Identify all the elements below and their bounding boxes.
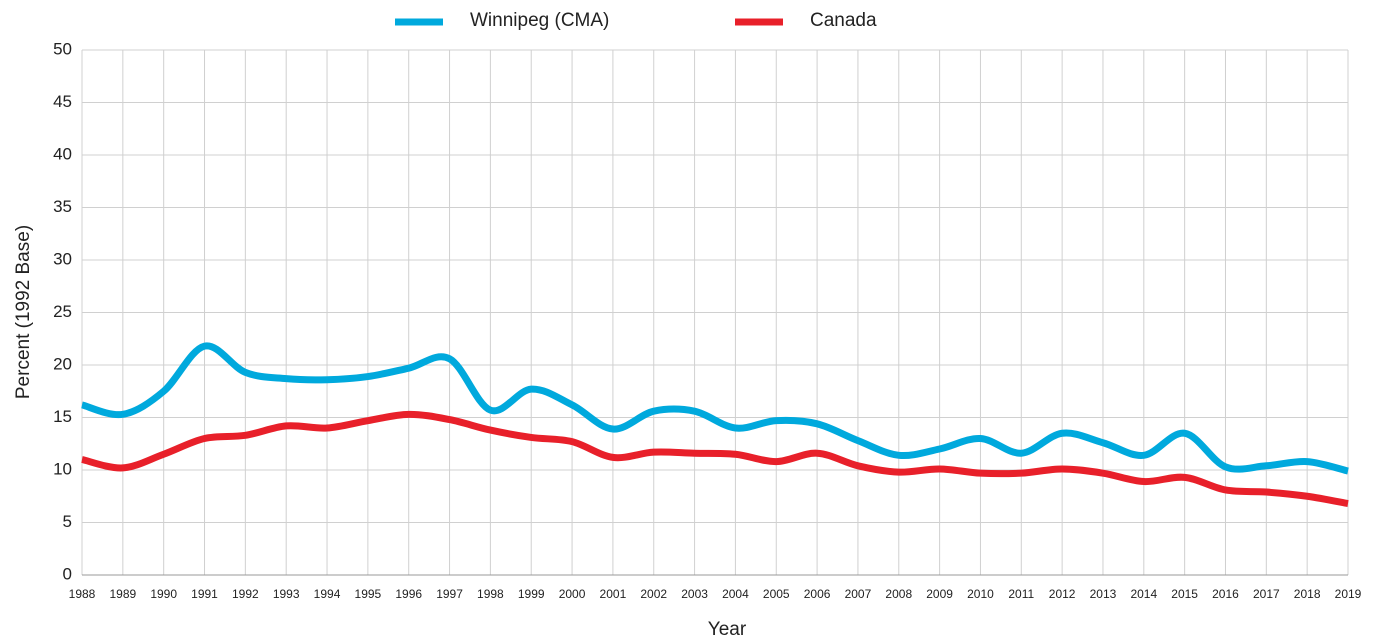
x-tick-label: 2010: [967, 587, 994, 601]
x-tick-label: 1995: [355, 587, 382, 601]
x-tick-label: 2001: [600, 587, 627, 601]
legend-label: Canada: [810, 10, 877, 31]
y-axis-label: Percent (1992 Base): [13, 225, 34, 399]
x-tick-label: 2018: [1294, 587, 1321, 601]
y-tick-label: 50: [53, 39, 72, 58]
x-tick-label: 2003: [681, 587, 708, 601]
x-tick-label: 2019: [1335, 587, 1362, 601]
y-tick-label: 0: [63, 564, 72, 583]
y-tick-label: 25: [53, 302, 72, 321]
y-tick-label: 10: [53, 459, 72, 478]
x-tick-label: 2005: [763, 587, 790, 601]
x-tick-label: 2013: [1090, 587, 1117, 601]
x-tick-label: 1992: [232, 587, 259, 601]
series-line: [81, 342, 1349, 475]
x-tick-label: 2011: [1008, 587, 1034, 601]
y-tick-label: 40: [53, 144, 72, 163]
x-tick-label: 2008: [885, 587, 912, 601]
x-tick-label: 2009: [926, 587, 953, 601]
x-tick-label: 1997: [436, 587, 463, 601]
x-tick-label: 1988: [69, 587, 96, 601]
x-tick-label: 2007: [845, 587, 872, 601]
x-tick-label: 1993: [273, 587, 300, 601]
y-tick-label: 45: [53, 92, 72, 111]
legend-label: Winnipeg (CMA): [470, 10, 609, 31]
x-tick-label: 2006: [804, 587, 831, 601]
series-line: [81, 410, 1349, 508]
x-tick-label: 2015: [1171, 587, 1198, 601]
x-tick-label: 1990: [150, 587, 177, 601]
x-tick-label: 1998: [477, 587, 504, 601]
x-tick-label: 1999: [518, 587, 545, 601]
x-tick-label: 1994: [314, 587, 341, 601]
y-tick-label: 15: [53, 407, 72, 426]
x-tick-label: 2014: [1130, 587, 1157, 601]
x-tick-label: 1991: [191, 587, 218, 601]
x-tick-label: 2004: [722, 587, 749, 601]
x-tick-label: 2002: [640, 587, 667, 601]
x-tick-label: 1996: [395, 587, 422, 601]
y-tick-label: 30: [53, 249, 72, 268]
y-tick-label: 20: [53, 354, 72, 373]
x-tick-label: 2012: [1049, 587, 1076, 601]
x-tick-label: 2016: [1212, 587, 1239, 601]
y-tick-label: 5: [63, 512, 72, 531]
x-tick-label: 2017: [1253, 587, 1280, 601]
x-tick-label: 2000: [559, 587, 586, 601]
x-axis-label: Year: [708, 619, 747, 640]
y-tick-label: 35: [53, 197, 72, 216]
x-tick-label: 1989: [109, 587, 136, 601]
